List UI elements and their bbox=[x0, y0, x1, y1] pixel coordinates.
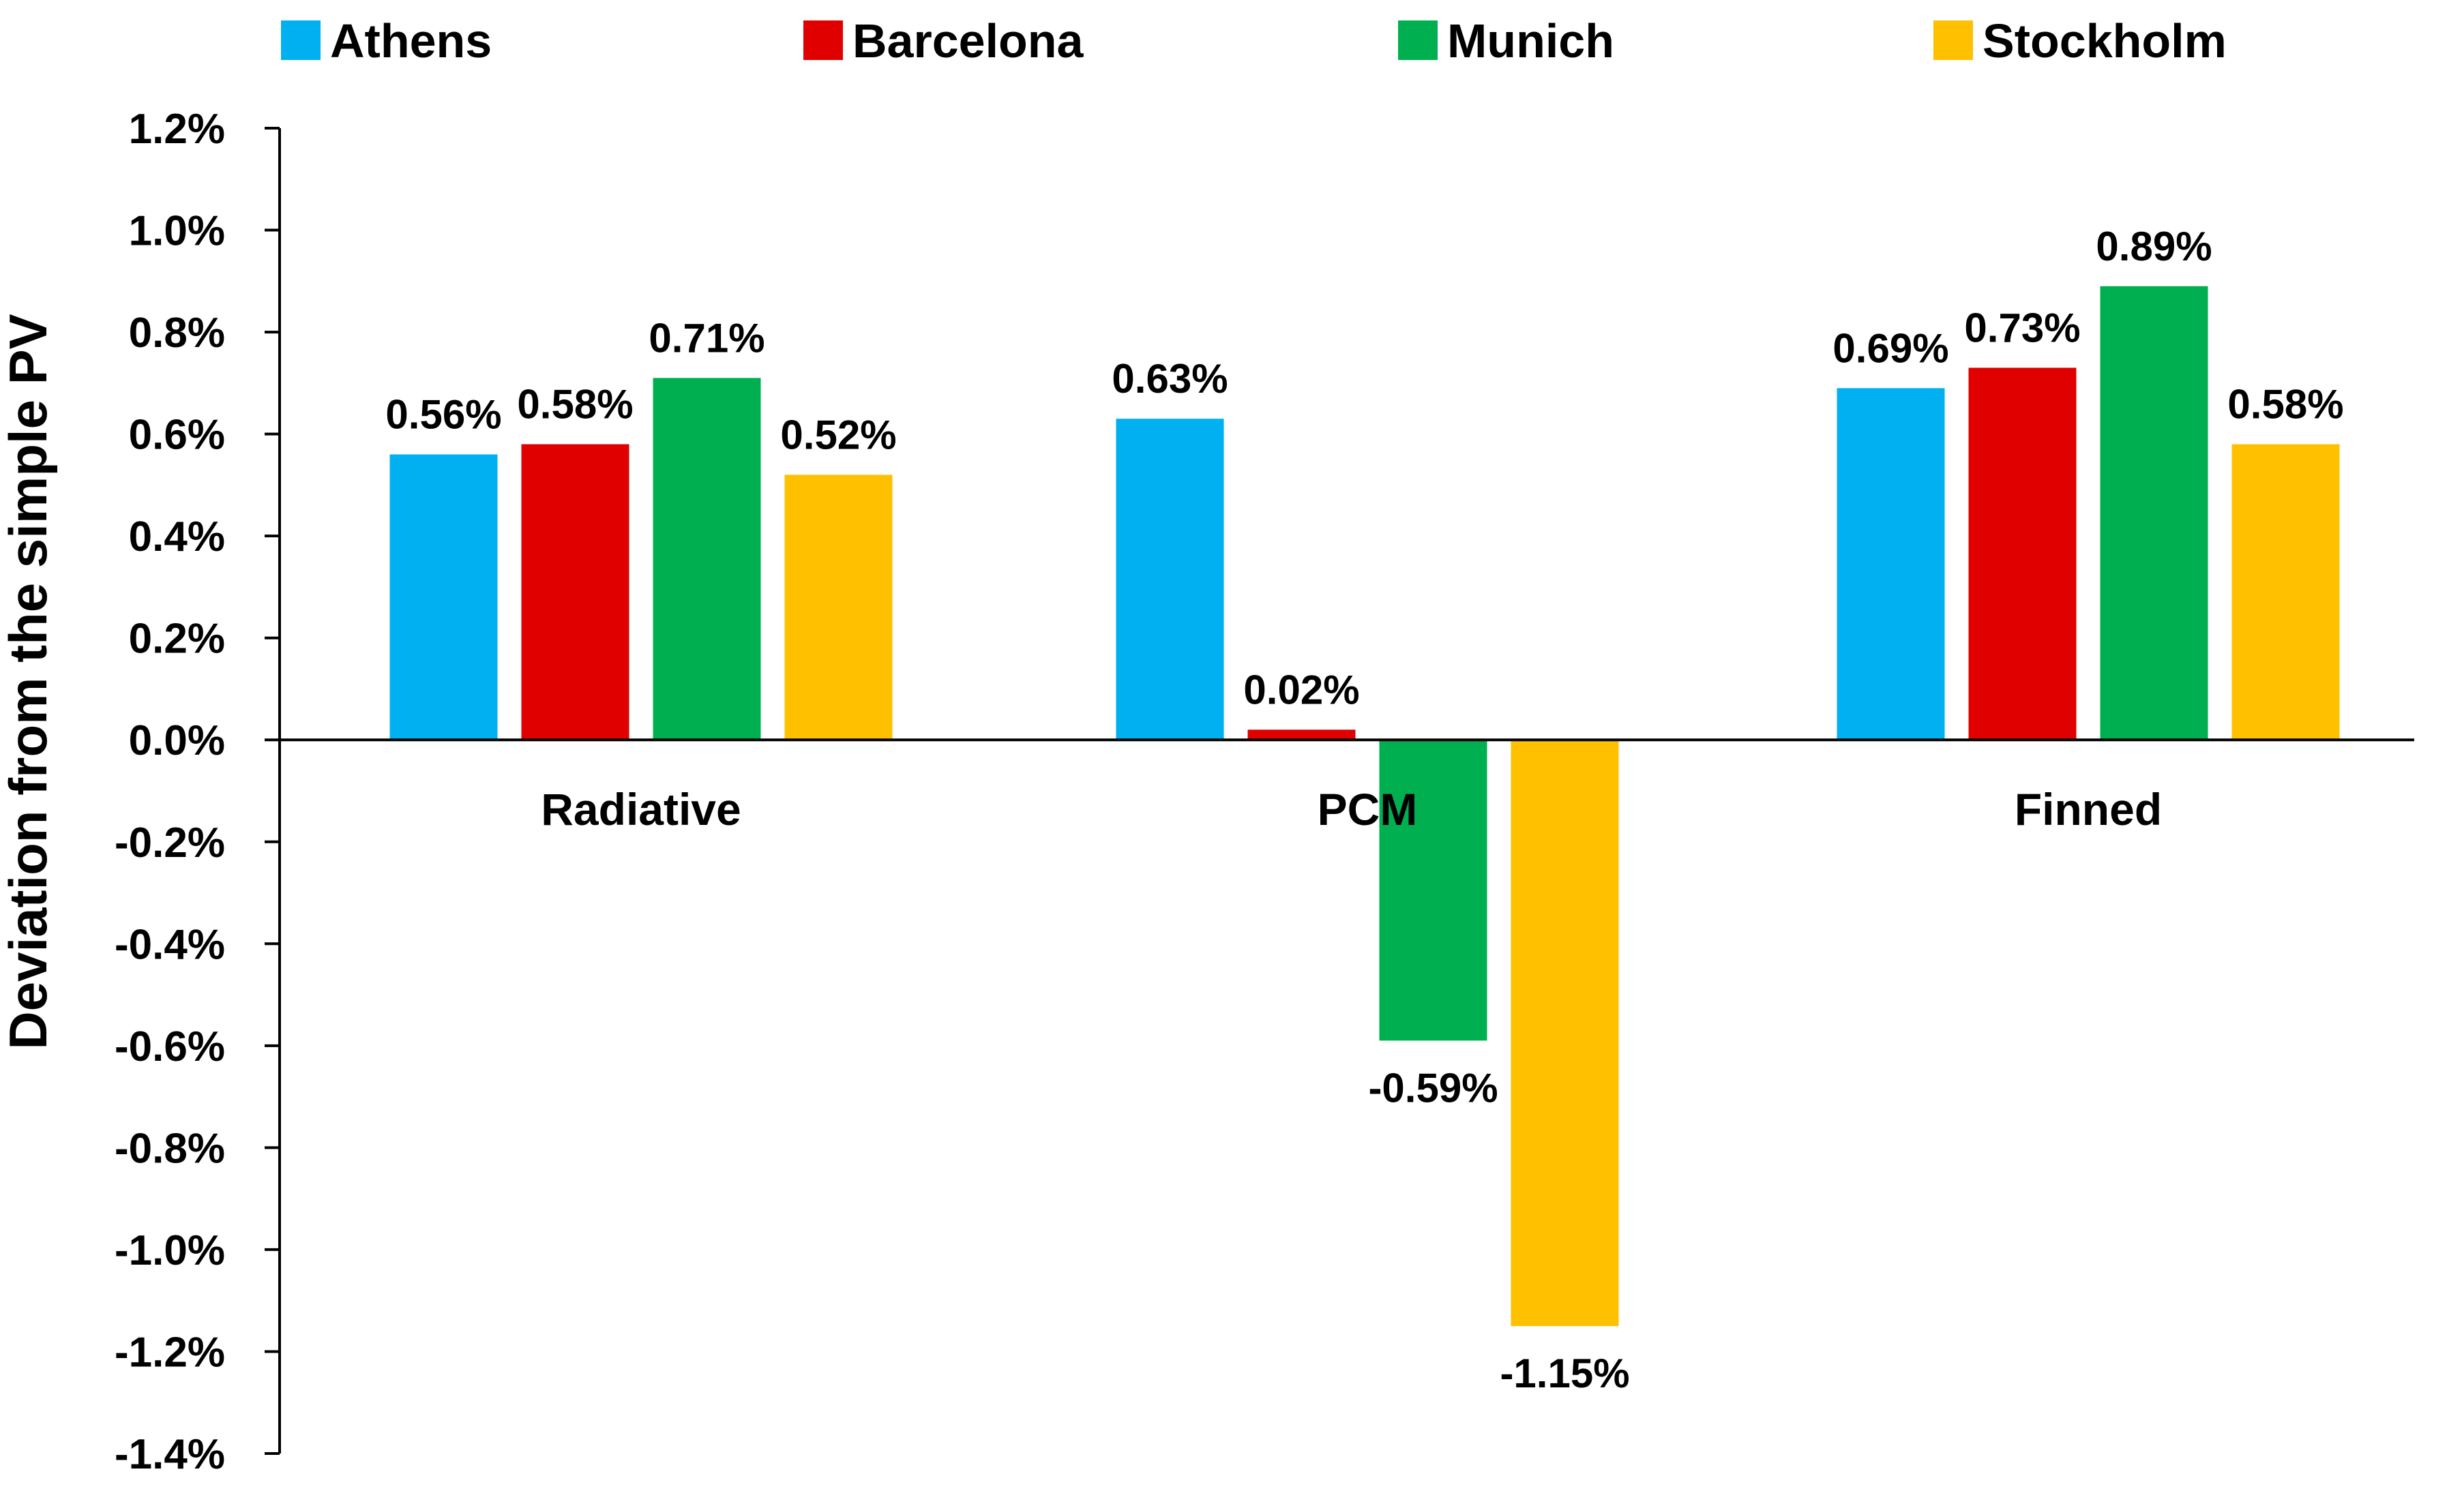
legend-label-stockholm: Stockholm bbox=[1983, 14, 2227, 67]
data-label-finned-stockholm: 0.58% bbox=[2227, 382, 2343, 427]
data-label-radiative-stockholm: 0.52% bbox=[780, 412, 896, 457]
data-label-radiative-barcelona: 0.58% bbox=[517, 382, 633, 427]
data-label-pcm-stockholm: -1.15% bbox=[1500, 1351, 1629, 1396]
bars bbox=[389, 286, 2340, 1327]
legend-swatch-stockholm bbox=[1933, 20, 1973, 60]
bar-radiative-barcelona bbox=[521, 444, 629, 740]
bar-radiative-stockholm bbox=[784, 475, 893, 740]
bar-radiative-munich bbox=[653, 378, 761, 740]
bar-pcm-athens bbox=[1116, 419, 1224, 740]
legend-label-barcelona: Barcelona bbox=[852, 14, 1084, 67]
bar-finned-munich bbox=[2100, 286, 2208, 740]
y-tick-label: -1.4% bbox=[115, 1431, 225, 1478]
data-label-radiative-munich: 0.71% bbox=[649, 315, 765, 361]
y-tick-label: -0.2% bbox=[115, 819, 225, 867]
y-tick-label: 0.0% bbox=[129, 717, 225, 764]
legend: Athens Barcelona Munich Stockholm bbox=[281, 14, 2227, 67]
data-label-pcm-athens: 0.63% bbox=[1112, 356, 1228, 402]
legend-swatch-munich bbox=[1398, 20, 1438, 60]
bar-pcm-munich bbox=[1379, 740, 1487, 1041]
bar-finned-athens bbox=[1837, 388, 1945, 740]
y-tick-label: -1.2% bbox=[115, 1329, 225, 1376]
y-tick-label: -0.8% bbox=[115, 1125, 225, 1172]
y-tick-label: 0.2% bbox=[129, 616, 225, 663]
bar-finned-barcelona bbox=[1968, 367, 2077, 740]
data-label-finned-barcelona: 0.73% bbox=[1964, 305, 2080, 350]
bar-pcm-barcelona bbox=[1247, 729, 1356, 740]
data-label-pcm-munich: -0.59% bbox=[1368, 1065, 1498, 1111]
y-tick-label: 1.0% bbox=[129, 208, 225, 255]
y-tick-label: -1.0% bbox=[115, 1227, 225, 1274]
data-label-finned-munich: 0.89% bbox=[2096, 224, 2212, 269]
y-tick-label: -0.4% bbox=[115, 921, 225, 968]
y-tick-label: 0.8% bbox=[129, 310, 225, 357]
category-label-radiative: Radiative bbox=[541, 784, 741, 834]
bar-finned-stockholm bbox=[2231, 444, 2340, 740]
category-label-finned: Finned bbox=[2015, 784, 2162, 834]
legend-label-munich: Munich bbox=[1447, 14, 1614, 67]
data-labels: 0.56% 0.58% 0.71% 0.52% 0.63% 0.02% -0.59% -1.1… bbox=[385, 224, 2343, 1396]
data-label-radiative-athens: 0.56% bbox=[385, 392, 501, 438]
bar-pcm-stockholm bbox=[1511, 740, 1619, 1327]
y-axis: 1.2% 1.0% 0.8% 0.6% 0.4% 0.2% 0.0% -0.2% -0.4% -0… bbox=[115, 106, 281, 1478]
legend-swatch-athens bbox=[281, 20, 321, 60]
y-axis-title: Deviation from the simple PV bbox=[0, 314, 58, 1049]
y-tick-label: -0.6% bbox=[115, 1023, 225, 1070]
data-label-pcm-barcelona: 0.02% bbox=[1243, 667, 1359, 712]
legend-label-athens: Athens bbox=[330, 14, 492, 67]
legend-swatch-barcelona bbox=[803, 20, 843, 60]
y-tick-label: 1.2% bbox=[129, 106, 225, 153]
category-labels: Radiative PCM Finned bbox=[541, 784, 2162, 834]
category-label-pcm: PCM bbox=[1318, 784, 1418, 834]
y-tick-label: 0.4% bbox=[129, 513, 225, 560]
bar-radiative-athens bbox=[389, 454, 498, 740]
y-tick-label: 0.6% bbox=[129, 412, 225, 459]
data-label-finned-athens: 0.69% bbox=[1832, 325, 1948, 371]
